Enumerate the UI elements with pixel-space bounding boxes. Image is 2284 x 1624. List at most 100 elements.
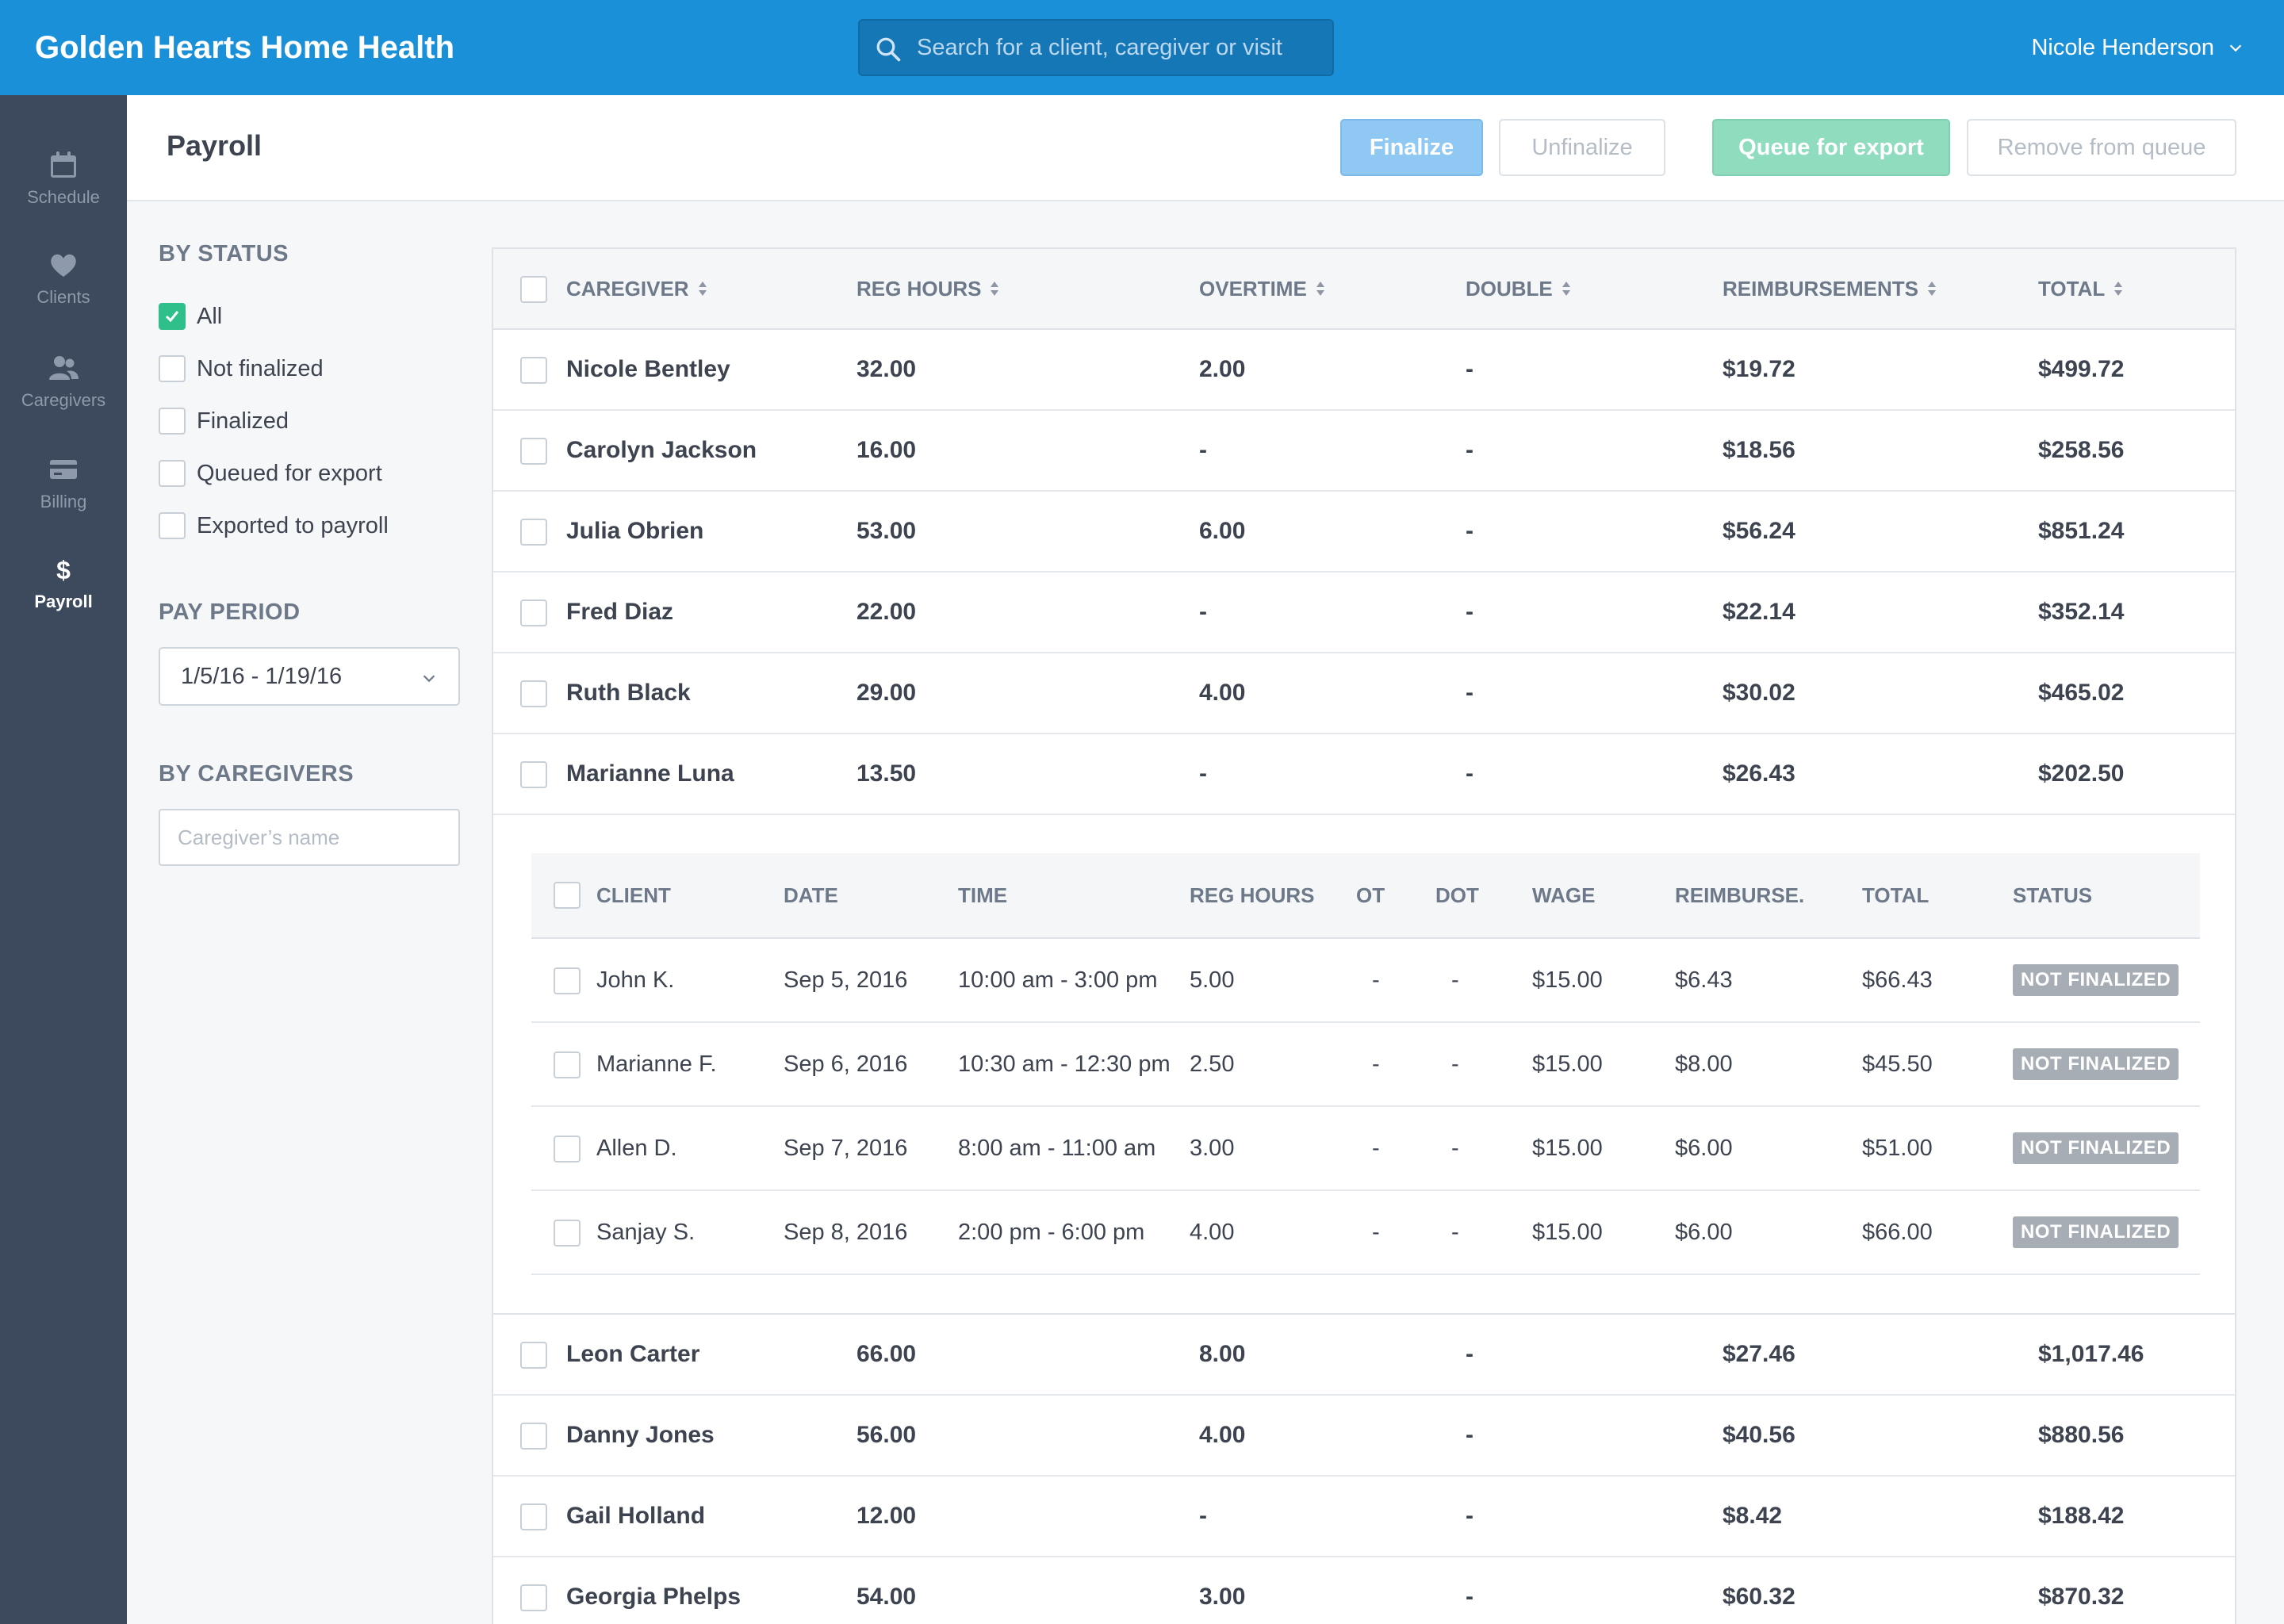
reimbursements: $18.56	[1723, 437, 1795, 463]
row-checkbox[interactable]	[520, 357, 547, 384]
total: $188.42	[2038, 1503, 2125, 1529]
caregiver-name[interactable]: Julia Obrien	[566, 518, 704, 544]
status-filter-finalized[interactable]: Finalized	[159, 408, 289, 435]
visit-wage: $15.00	[1532, 1220, 1603, 1245]
status-checkbox-finalized[interactable]	[159, 408, 186, 435]
visits-select-all-checkbox[interactable]	[554, 882, 581, 909]
column-header-overtime[interactable]: OVERTIME	[1199, 249, 1326, 328]
status-filter-all[interactable]: All	[159, 303, 222, 330]
visit-date: Sep 6, 2016	[784, 1051, 908, 1077]
nav-item-clients[interactable]: Clients	[0, 251, 127, 308]
row-checkbox[interactable]	[520, 1342, 547, 1369]
total: $352.14	[2038, 599, 2125, 625]
overtime: 3.00	[1199, 1584, 1246, 1610]
status-filter-not-finalized[interactable]: Not finalized	[159, 355, 324, 382]
column-header-total[interactable]: TOTAL	[2038, 249, 2124, 328]
sub-column-time: TIME	[958, 883, 1008, 907]
caregiver-name[interactable]: Marianne Luna	[566, 760, 734, 787]
column-header-double[interactable]: DOUBLE	[1466, 249, 1572, 328]
caregiver-name[interactable]: Fred Diaz	[566, 599, 674, 625]
caregiver-name-input[interactable]	[159, 809, 460, 866]
status-filter-exported[interactable]: Exported to payroll	[159, 512, 389, 539]
double: -	[1466, 1503, 1473, 1529]
row-checkbox[interactable]	[520, 1503, 547, 1530]
caregiver-name[interactable]: Danny Jones	[566, 1422, 715, 1448]
nav-item-schedule[interactable]: Schedule	[0, 151, 127, 208]
reg-hours: 54.00	[856, 1584, 917, 1610]
visit-wage: $15.00	[1532, 1136, 1603, 1161]
sub-column-reimburse: REIMBURSE.	[1675, 883, 1805, 907]
table-row[interactable]: Ruth Black 29.00 4.00 - $30.02 $465.02	[493, 653, 2235, 734]
column-label: REIMBURSEMENTS	[1723, 277, 1919, 301]
double: -	[1466, 760, 1473, 787]
table-row[interactable]: Nicole Bentley 32.00 2.00 - $19.72 $499.…	[493, 330, 2235, 411]
search-input[interactable]	[917, 21, 1321, 75]
row-checkbox[interactable]	[520, 438, 547, 465]
caregiver-name[interactable]: Ruth Black	[566, 680, 691, 706]
visit-time: 2:00 pm - 6:00 pm	[958, 1220, 1145, 1245]
finalize-button[interactable]: Finalize	[1340, 119, 1483, 176]
caregiver-name[interactable]: Gail Holland	[566, 1503, 706, 1529]
table-row-expanded[interactable]: Marianne Luna 13.50 - - $26.43 $202.50	[493, 734, 2235, 815]
status-checkbox-exported[interactable]	[159, 512, 186, 539]
row-checkbox[interactable]	[520, 519, 547, 546]
sub-column-client: CLIENT	[596, 883, 671, 907]
nav-item-billing[interactable]: Billing	[0, 455, 127, 512]
visit-checkbox[interactable]	[554, 967, 581, 994]
app-title[interactable]: Golden Hearts Home Health	[35, 30, 455, 65]
visit-checkbox[interactable]	[554, 1051, 581, 1078]
reimbursements: $22.14	[1723, 599, 1795, 625]
visit-row[interactable]: Sanjay S. Sep 8, 2016 2:00 pm - 6:00 pm …	[531, 1191, 2200, 1275]
table-row[interactable]: Carolyn Jackson 16.00 - - $18.56 $258.56	[493, 411, 2235, 492]
table-row[interactable]: Danny Jones 56.00 4.00 - $40.56 $880.56	[493, 1396, 2235, 1477]
caregiver-name[interactable]: Nicole Bentley	[566, 356, 730, 382]
visit-row[interactable]: Allen D. Sep 7, 2016 8:00 am - 11:00 am …	[531, 1107, 2200, 1191]
row-checkbox[interactable]	[520, 761, 547, 788]
checkmark-icon	[165, 311, 179, 323]
visit-client: Allen D.	[596, 1136, 677, 1161]
column-header-reimbursements[interactable]: REIMBURSEMENTS	[1723, 249, 1937, 328]
visit-reg-hours: 4.00	[1190, 1220, 1235, 1245]
reg-hours: 16.00	[856, 437, 917, 463]
unfinalize-button[interactable]: Unfinalize	[1499, 119, 1665, 176]
search-box[interactable]	[858, 19, 1334, 76]
visit-wage: $15.00	[1532, 967, 1603, 993]
caregiver-name[interactable]: Georgia Phelps	[566, 1584, 742, 1610]
table-row[interactable]: Fred Diaz 22.00 - - $22.14 $352.14	[493, 573, 2235, 653]
table-row[interactable]: Georgia Phelps 54.00 3.00 - $60.32 $870.…	[493, 1557, 2235, 1624]
caregiver-name[interactable]: Carolyn Jackson	[566, 437, 757, 463]
reg-hours: 32.00	[856, 356, 917, 382]
remove-from-queue-button[interactable]: Remove from queue	[1967, 119, 2236, 176]
overtime: -	[1199, 760, 1207, 787]
row-checkbox[interactable]	[520, 680, 547, 707]
row-checkbox[interactable]	[520, 1423, 547, 1450]
table-row[interactable]: Leon Carter 66.00 8.00 - $27.46 $1,017.4…	[493, 1315, 2235, 1396]
queue-for-export-button[interactable]: Queue for export	[1712, 119, 1950, 176]
table-row[interactable]: Gail Holland 12.00 - - $8.42 $188.42	[493, 1477, 2235, 1557]
row-checkbox[interactable]	[520, 599, 547, 626]
visit-reimburse: $6.00	[1675, 1136, 1733, 1161]
column-header-reg-hours[interactable]: REG HOURS	[856, 249, 1000, 328]
visit-row[interactable]: John K. Sep 5, 2016 10:00 am - 3:00 pm 5…	[531, 939, 2200, 1023]
table-row[interactable]: Julia Obrien 53.00 6.00 - $56.24 $851.24	[493, 492, 2235, 573]
status-filter-queued[interactable]: Queued for export	[159, 460, 382, 487]
column-header-caregiver[interactable]: CAREGIVER	[566, 249, 708, 328]
visit-checkbox[interactable]	[554, 1136, 581, 1162]
caregiver-name[interactable]: Leon Carter	[566, 1341, 700, 1367]
total: $499.72	[2038, 356, 2125, 382]
nav-item-caregivers[interactable]: Caregivers	[0, 354, 127, 411]
user-menu[interactable]: Nicole Henderson	[2031, 0, 2244, 95]
status-checkbox-not-finalized[interactable]	[159, 355, 186, 382]
double: -	[1466, 356, 1473, 382]
reimbursements: $27.46	[1723, 1341, 1795, 1367]
column-label: REG HOURS	[856, 277, 982, 301]
sub-column-dot: DOT	[1435, 883, 1479, 907]
visit-checkbox[interactable]	[554, 1220, 581, 1247]
status-checkbox-all[interactable]	[159, 303, 186, 330]
status-checkbox-queued[interactable]	[159, 460, 186, 487]
visit-row[interactable]: Marianne F. Sep 6, 2016 10:30 am - 12:30…	[531, 1023, 2200, 1107]
select-all-checkbox[interactable]	[520, 276, 547, 303]
row-checkbox[interactable]	[520, 1584, 547, 1611]
nav-item-payroll[interactable]: $ Payroll	[0, 555, 127, 612]
pay-period-select[interactable]: 1/5/16 - 1/19/16	[159, 647, 460, 706]
